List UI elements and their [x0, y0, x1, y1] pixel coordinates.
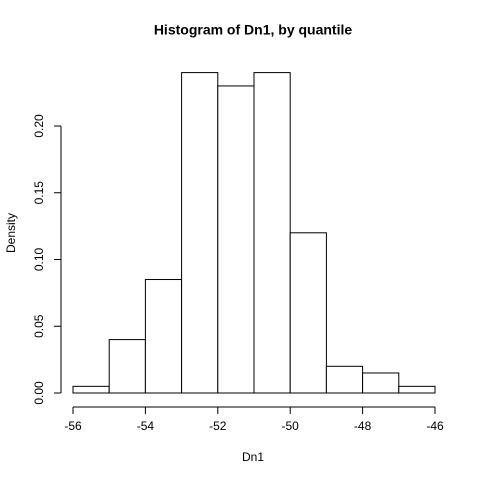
bar [325, 365, 364, 394]
bar [72, 385, 110, 394]
chart-title: Histogram of Dn1, by quantile [154, 22, 353, 38]
bar [108, 339, 146, 394]
bar [181, 72, 219, 394]
y-tick-label: 0.10 [32, 247, 46, 271]
y-axis-label: Density [4, 213, 18, 253]
x-tick-label: -50 [282, 419, 300, 433]
x-tick-label: -52 [209, 419, 227, 433]
bar [398, 385, 436, 394]
x-tick-label: -48 [354, 419, 372, 433]
bar [253, 72, 291, 394]
x-tick-label: -54 [137, 419, 155, 433]
bar [217, 85, 255, 394]
y-tick-label: 0.15 [32, 181, 46, 205]
bar [362, 372, 400, 394]
x-tick-label: -56 [64, 419, 82, 433]
bar [289, 232, 327, 394]
x-tick-label: -46 [426, 419, 444, 433]
x-axis-label: Dn1 [242, 450, 264, 464]
y-tick-label: 0.20 [32, 114, 46, 138]
y-tick-label: 0.00 [32, 381, 46, 405]
y-tick-label: 0.05 [32, 314, 46, 338]
bar [144, 279, 183, 394]
